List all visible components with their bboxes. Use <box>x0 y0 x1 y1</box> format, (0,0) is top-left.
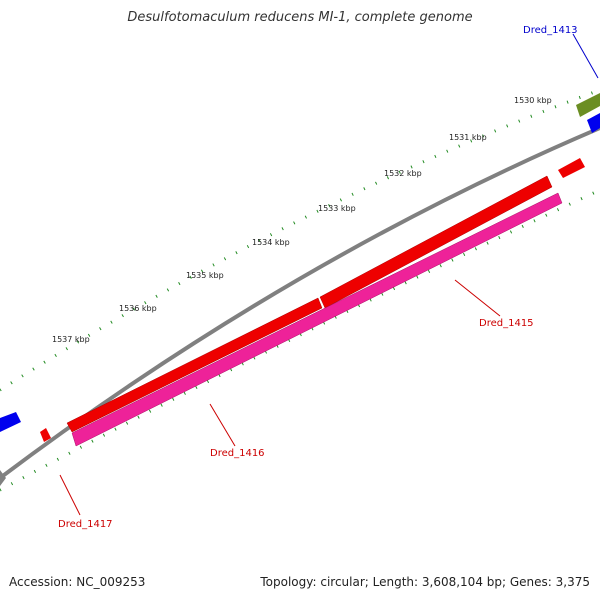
gene-small-red[interactable] <box>558 158 585 178</box>
tick-label: 1531 kbp <box>449 133 487 142</box>
genome-summary-text: Topology: circular; Length: 3,608,104 bp… <box>260 575 590 589</box>
tick-label: 1537 kbp <box>52 335 90 344</box>
gene-dred-1416-reverse[interactable] <box>71 192 563 447</box>
gene-dred-1416-forward[interactable] <box>66 297 323 433</box>
outer-tick-ring <box>0 88 600 392</box>
leader-line-dred-1413 <box>572 33 599 79</box>
tick-label: 1534 kbp <box>252 238 290 247</box>
leader-line-dred-1416 <box>209 403 236 447</box>
leader-line-dred-1417 <box>59 474 81 516</box>
gene-dred-1417[interactable] <box>40 428 51 442</box>
tick-label: 1530 kbp <box>514 96 552 105</box>
gene-label-dred-1413[interactable]: Dred_1413 <box>523 25 578 36</box>
tick-label: 1536 kbp <box>119 304 157 313</box>
gene-blue-left[interactable] <box>0 412 21 432</box>
gene-olive[interactable] <box>576 93 600 117</box>
map-title: Desulfotomaculum reducens MI-1, complete… <box>127 10 473 25</box>
gene-blue-right[interactable] <box>587 113 600 133</box>
gene-label-dred-1415[interactable]: Dred_1415 <box>479 318 534 329</box>
tick-label: 1532 kbp <box>384 169 422 178</box>
tick-label: 1535 kbp <box>186 271 224 280</box>
gene-label-dred-1417[interactable]: Dred_1417 <box>58 519 113 530</box>
leader-line-dred-1415 <box>454 279 501 317</box>
gene-label-dred-1416[interactable]: Dred_1416 <box>210 448 265 459</box>
grey-feature <box>0 470 6 486</box>
tick-label: 1533 kbp <box>318 204 356 213</box>
gene-dred-1415-forward[interactable] <box>319 175 553 309</box>
accession-text: Accession: NC_009253 <box>9 575 146 589</box>
inner-tick-ring <box>0 188 600 492</box>
